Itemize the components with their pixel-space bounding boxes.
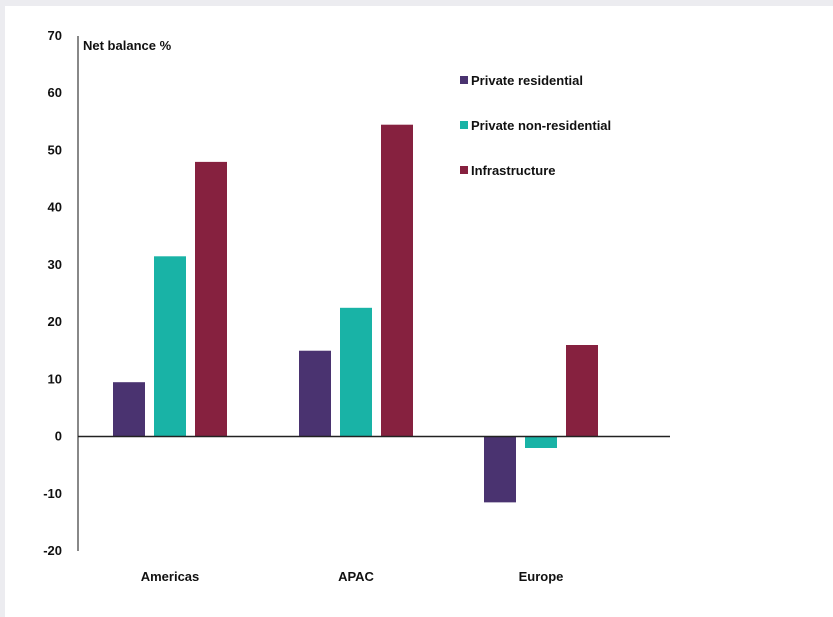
y-tick-label: 40 (48, 200, 62, 215)
bar (566, 345, 598, 437)
y-tick-label: 10 (48, 371, 62, 386)
x-category-label: Europe (519, 569, 564, 584)
y-tick-label: 0 (55, 429, 62, 444)
legend: Private residential Private non-residenti… (460, 73, 611, 178)
bar (525, 436, 557, 448)
chart-panel: 70 60 50 40 30 20 10 0 -10 -20 Americas APAC Europe… (5, 6, 833, 617)
bar (340, 307, 372, 437)
bar (113, 382, 145, 437)
x-category-label: Americas (141, 569, 200, 584)
legend-swatch (460, 166, 468, 174)
y-tick-label: -20 (43, 543, 62, 558)
y-axis-label: Net balance % (83, 38, 172, 53)
y-tick-label: 60 (48, 85, 62, 100)
legend-swatch (460, 121, 468, 129)
y-tick-label: -10 (43, 486, 62, 501)
x-axis-labels: Americas APAC Europe (141, 569, 564, 584)
bar (299, 350, 331, 437)
bar-chart: 70 60 50 40 30 20 10 0 -10 -20 Americas APAC Europe… (43, 28, 670, 584)
y-tick-label: 70 (48, 28, 62, 43)
y-axis-ticks: 70 60 50 40 30 20 10 0 -10 -20 (43, 28, 62, 558)
legend-label: Private non-residential (471, 118, 611, 133)
bar (195, 161, 227, 437)
legend-label: Private residential (471, 73, 583, 88)
y-tick-label: 50 (48, 142, 62, 157)
y-tick-label: 20 (48, 314, 62, 329)
legend-label: Infrastructure (471, 163, 556, 178)
bar (154, 256, 186, 437)
bars (113, 124, 598, 503)
x-category-label: APAC (338, 569, 374, 584)
legend-swatch (460, 76, 468, 84)
bar (381, 124, 413, 437)
bar (484, 436, 516, 503)
y-tick-label: 30 (48, 257, 62, 272)
